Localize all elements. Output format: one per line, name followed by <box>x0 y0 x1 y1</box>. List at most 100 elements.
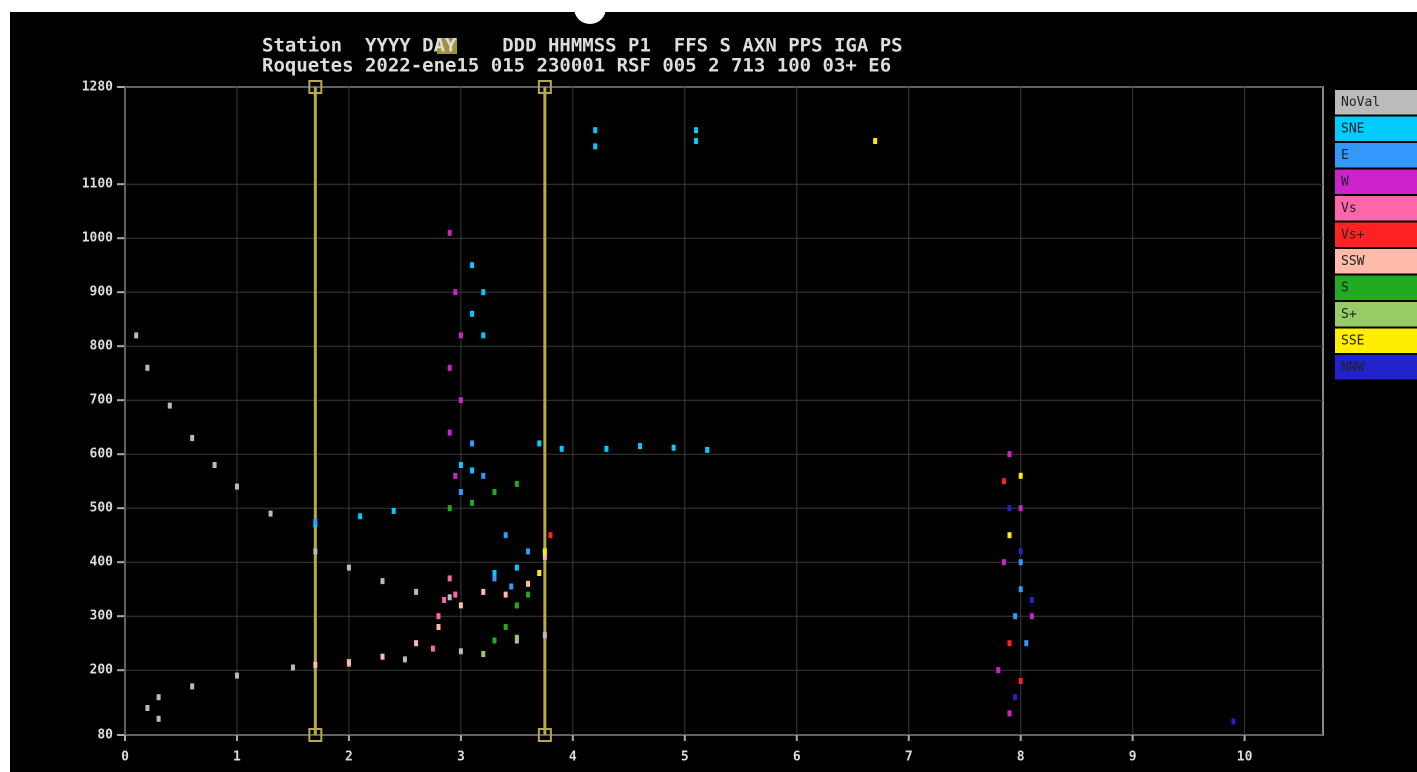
y-tick-label: 900 <box>90 285 114 300</box>
echo-point <box>996 667 1001 674</box>
echo-point <box>1029 597 1034 603</box>
echo-point <box>458 602 463 609</box>
echo-point <box>290 664 295 671</box>
x-tick-label: 9 <box>1129 750 1137 765</box>
echo-point <box>447 229 452 236</box>
echo-point <box>167 402 172 409</box>
legend-swatch <box>1335 249 1417 274</box>
y-tick-label: 300 <box>90 609 114 624</box>
echo-point <box>414 640 419 647</box>
cursor-handle <box>308 80 323 94</box>
y-tick-label: 1280 <box>82 80 113 95</box>
legend-swatch <box>1335 169 1417 194</box>
legend-label: E <box>1341 148 1349 163</box>
echo-point <box>1018 678 1023 684</box>
echo-point <box>1001 478 1006 485</box>
echo-point <box>514 480 519 487</box>
echo-point <box>453 591 458 598</box>
echo-point <box>447 429 452 436</box>
echo-point <box>1007 451 1012 458</box>
echo-point <box>1024 640 1029 647</box>
echo-point <box>1018 472 1023 479</box>
legend-swatch <box>1335 90 1417 115</box>
x-tick-label: 10 <box>1237 750 1253 765</box>
echo-point <box>470 467 475 474</box>
echo-point <box>156 715 161 722</box>
x-tick-label: 2 <box>345 750 353 765</box>
echo-point <box>470 310 475 317</box>
echo-point <box>346 564 351 571</box>
echo-point <box>234 483 239 490</box>
echo-point <box>268 510 273 517</box>
echo-point <box>453 289 458 296</box>
echo-point <box>514 634 519 641</box>
header-line: Station YYYY DAY DDD HHMMSS P1 FFS S AXN… <box>262 35 903 57</box>
echo-point <box>1018 548 1023 555</box>
echo-point <box>1007 710 1012 717</box>
echo-point <box>481 651 486 657</box>
echo-point <box>593 143 598 150</box>
echo-point <box>380 578 385 585</box>
echo-point <box>313 518 318 525</box>
cursor-handle <box>308 728 323 742</box>
legend-label: S <box>1341 280 1349 295</box>
echo-point <box>503 532 508 539</box>
echo-point <box>234 672 239 679</box>
echo-point <box>346 659 351 666</box>
echo-point <box>503 624 508 630</box>
echo-point <box>537 570 542 576</box>
echo-point <box>380 653 385 660</box>
echo-point <box>503 591 508 598</box>
echo-point <box>548 532 553 539</box>
echo-point <box>156 694 161 701</box>
legend-swatch <box>1335 328 1417 353</box>
legend-label: Vs <box>1341 201 1357 216</box>
echo-point <box>313 661 318 668</box>
legend-swatch <box>1335 143 1417 168</box>
legend-swatch <box>1335 302 1417 327</box>
legend-swatch <box>1335 222 1417 247</box>
echo-point <box>481 289 486 296</box>
x-tick-label: 5 <box>681 750 689 765</box>
echo-point <box>447 594 452 601</box>
echo-point <box>402 656 407 663</box>
x-tick-label: 0 <box>121 750 129 765</box>
echo-point <box>537 440 542 447</box>
echo-point <box>526 580 531 587</box>
legend-label: S+ <box>1341 307 1357 322</box>
echo-point <box>481 332 486 339</box>
x-tick-label: 8 <box>1017 750 1025 765</box>
echo-point <box>1007 505 1012 512</box>
echo-point <box>430 645 435 652</box>
legend-label: SSW <box>1341 254 1365 269</box>
y-tick-label: 400 <box>90 555 114 570</box>
echo-point <box>436 613 441 620</box>
x-tick-label: 7 <box>905 750 913 765</box>
echo-point <box>492 637 497 644</box>
echo-point <box>190 683 195 690</box>
echo-point <box>145 364 150 371</box>
x-tick-label: 4 <box>569 750 577 765</box>
legend-label: Vs+ <box>1341 227 1365 242</box>
echo-point <box>358 513 363 520</box>
echo-point <box>1013 694 1018 701</box>
echo-point <box>542 632 547 639</box>
legend-label: SSE <box>1341 333 1364 348</box>
echo-point <box>470 262 475 269</box>
y-tick-label: 500 <box>90 501 114 516</box>
y-tick-label: 1100 <box>82 177 113 192</box>
echo-point <box>212 462 217 468</box>
echo-point <box>492 489 497 495</box>
echo-point <box>470 499 475 506</box>
echo-point <box>447 364 452 371</box>
echo-point <box>442 597 447 603</box>
echo-point <box>458 397 463 404</box>
echo-point <box>453 472 458 479</box>
legend-swatch <box>1335 275 1417 300</box>
echo-point <box>391 507 396 514</box>
echo-point <box>458 648 463 655</box>
echo-point <box>873 138 878 144</box>
header-highlight <box>437 38 457 54</box>
